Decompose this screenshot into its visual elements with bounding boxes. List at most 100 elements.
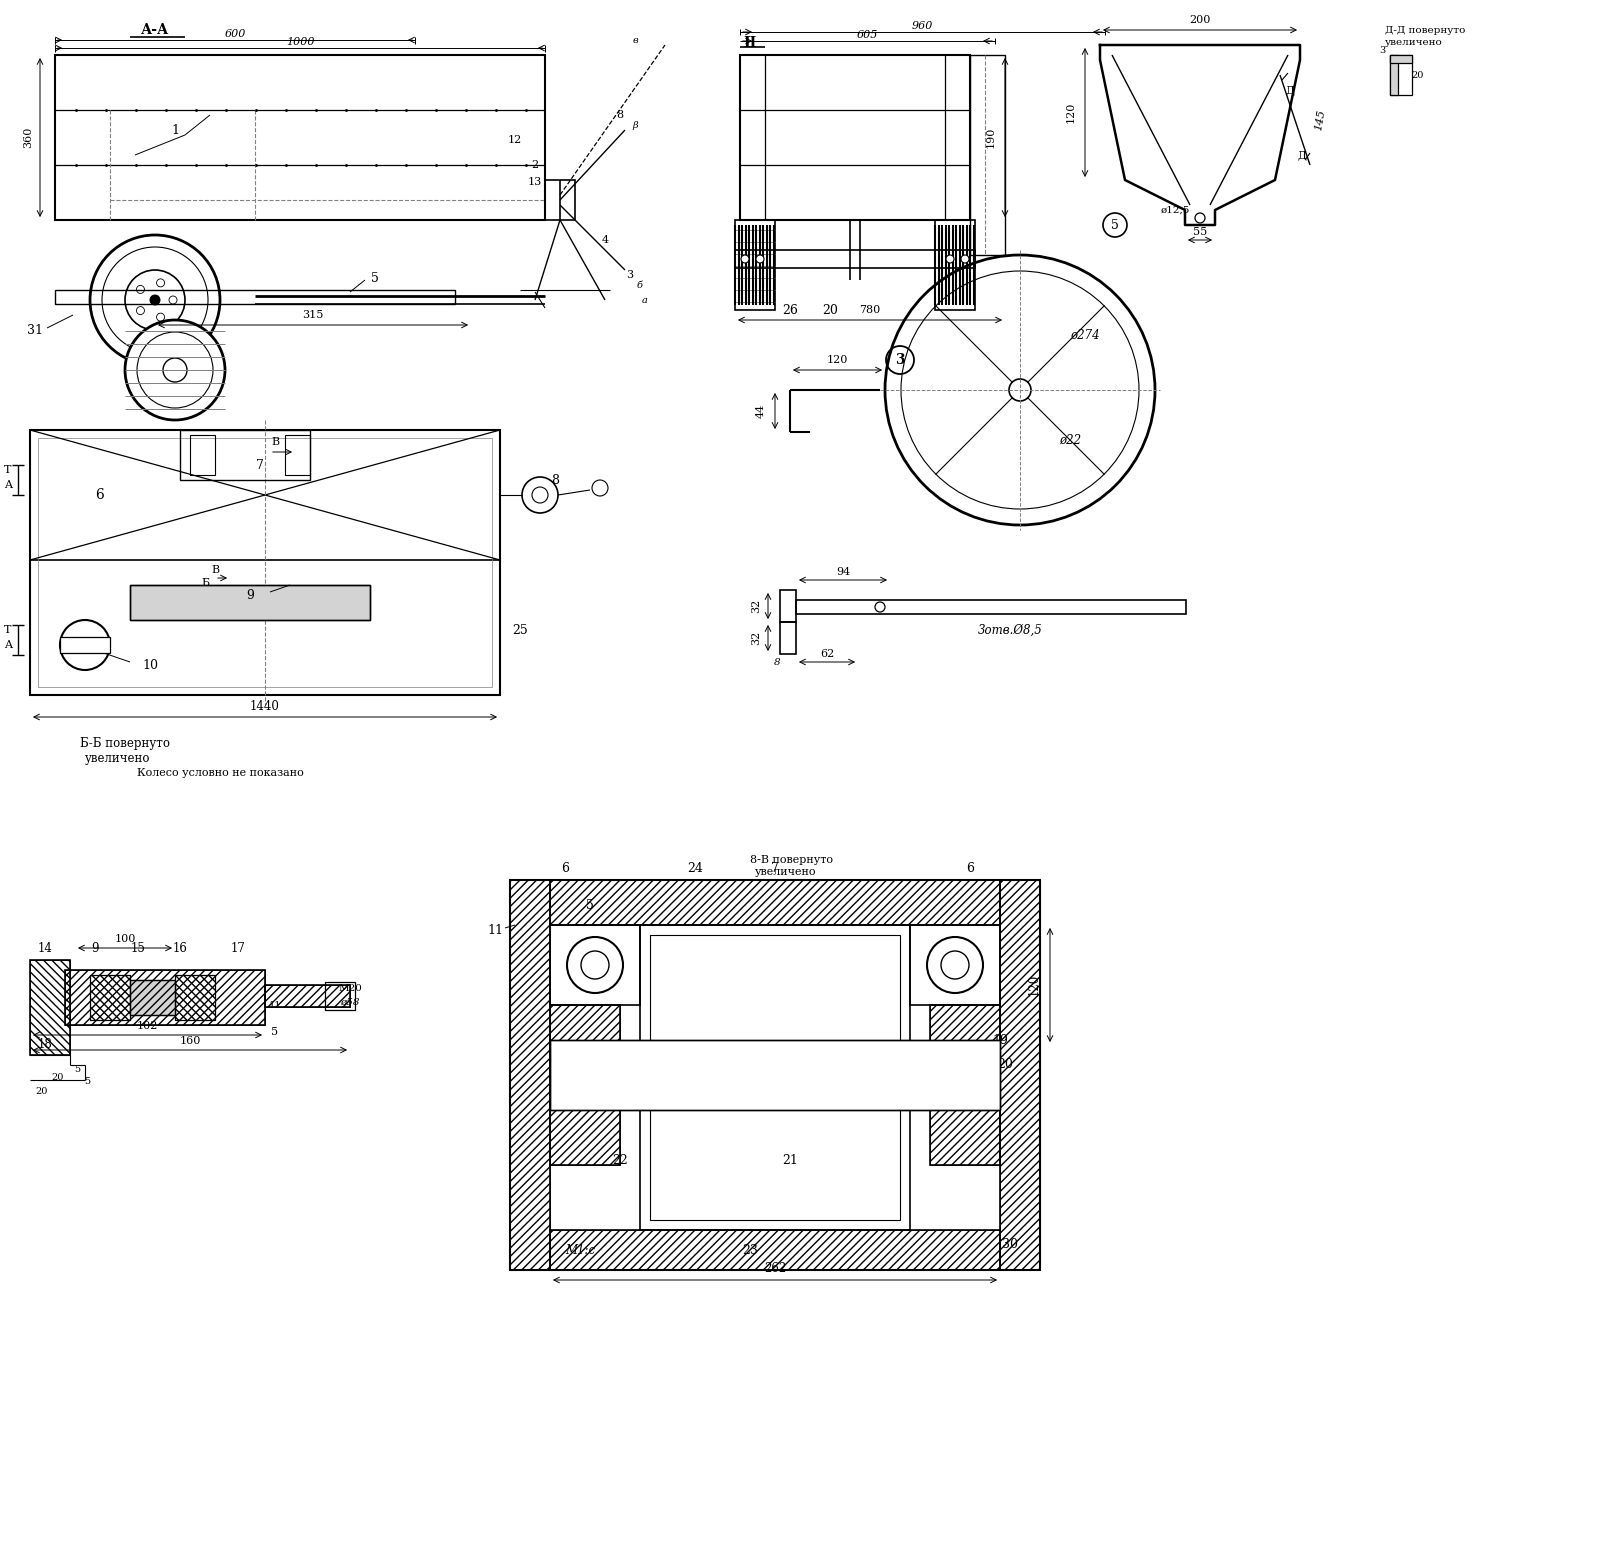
Text: A: A	[3, 640, 11, 650]
Bar	[60, 637, 110, 653]
Text: T: T	[5, 464, 11, 475]
Text: 30: 30	[1002, 1239, 1018, 1251]
Text: 20: 20	[36, 1087, 49, 1097]
Bar	[550, 880, 1000, 925]
Bar	[264, 985, 350, 1006]
Text: 5: 5	[587, 899, 593, 911]
Text: 960: 960	[911, 20, 932, 31]
Text: В: В	[271, 436, 279, 447]
Bar	[640, 925, 909, 1229]
Bar	[511, 880, 550, 1270]
Text: 19: 19	[992, 1033, 1008, 1047]
Text: 1000: 1000	[285, 37, 314, 47]
Text: T: T	[5, 625, 11, 636]
Circle shape	[91, 235, 220, 365]
Text: А-А: А-А	[141, 23, 169, 37]
Text: 120: 120	[827, 355, 848, 365]
Text: 94: 94	[836, 567, 849, 576]
Bar	[545, 181, 575, 220]
Bar	[930, 1084, 1000, 1165]
Bar	[190, 435, 216, 475]
Text: 102: 102	[136, 1020, 159, 1031]
Text: 100: 100	[115, 933, 136, 944]
Text: 7: 7	[772, 862, 780, 874]
Text: 1: 1	[170, 123, 178, 137]
Bar	[550, 1084, 619, 1165]
Text: 31: 31	[28, 324, 44, 337]
Bar	[264, 985, 350, 1006]
Text: 5: 5	[371, 271, 379, 285]
Bar	[550, 880, 1000, 925]
Text: 25: 25	[512, 623, 528, 637]
Bar	[1389, 55, 1397, 95]
Circle shape	[961, 256, 969, 263]
Text: 160: 160	[180, 1036, 201, 1045]
Text: 55: 55	[1193, 227, 1208, 237]
Text: M20: M20	[339, 983, 361, 992]
Bar	[734, 249, 974, 268]
Text: 10: 10	[143, 659, 157, 671]
Bar	[31, 960, 70, 1055]
Circle shape	[151, 294, 160, 305]
Bar	[969, 55, 1005, 256]
Circle shape	[741, 256, 749, 263]
Bar	[930, 1005, 1000, 1084]
Bar	[55, 290, 456, 304]
Text: увеличено: увеличено	[755, 866, 817, 877]
Text: 315: 315	[302, 310, 324, 319]
Text: 5: 5	[75, 1066, 79, 1075]
Text: 44: 44	[755, 404, 767, 418]
Text: Б: Б	[201, 578, 209, 587]
Text: 6: 6	[96, 488, 104, 502]
Bar	[130, 980, 175, 1014]
Text: 32: 32	[751, 631, 760, 645]
Text: 8: 8	[773, 657, 780, 667]
Text: 15: 15	[131, 941, 146, 955]
Text: 8: 8	[551, 474, 559, 486]
Text: увеличено: увеличено	[1384, 37, 1443, 47]
Text: 14: 14	[37, 941, 52, 955]
Text: Б-Б повернуто: Б-Б повернуто	[79, 737, 170, 749]
Text: 20: 20	[1412, 70, 1425, 79]
Text: 3: 3	[895, 354, 905, 368]
Text: 5: 5	[271, 1027, 279, 1038]
Bar	[935, 220, 974, 310]
Bar	[780, 590, 796, 622]
Bar	[175, 975, 216, 1020]
Bar	[31, 430, 499, 695]
Bar	[909, 925, 1000, 1005]
Bar	[91, 975, 130, 1020]
Text: 32: 32	[751, 598, 760, 614]
Text: 22: 22	[613, 1153, 627, 1167]
Bar	[550, 1005, 619, 1084]
Text: 360: 360	[23, 126, 32, 148]
Bar	[550, 1005, 619, 1084]
Text: 9: 9	[246, 589, 254, 601]
Bar	[930, 1005, 1000, 1084]
Text: 16: 16	[172, 941, 188, 955]
Text: 8: 8	[616, 111, 624, 120]
Bar	[65, 971, 264, 1025]
Bar	[511, 880, 1041, 1270]
Text: 21: 21	[781, 1153, 798, 1167]
Text: в: в	[632, 36, 637, 45]
Bar	[650, 935, 900, 1220]
Text: 26: 26	[781, 304, 798, 316]
Polygon shape	[1101, 45, 1300, 224]
Text: 13: 13	[528, 178, 541, 187]
Text: а: а	[642, 296, 648, 304]
Bar	[550, 1084, 619, 1165]
Bar	[130, 584, 370, 620]
Circle shape	[947, 256, 955, 263]
Bar	[550, 1229, 1000, 1270]
Bar	[1000, 880, 1041, 1270]
Text: Д: Д	[1285, 86, 1295, 95]
Circle shape	[875, 601, 885, 612]
Text: б: б	[637, 280, 644, 290]
Bar	[180, 430, 310, 480]
Text: ø12,5: ø12,5	[1161, 206, 1190, 215]
Bar	[734, 220, 775, 310]
Bar	[550, 925, 640, 1005]
Bar	[550, 1229, 1000, 1270]
Text: 1440: 1440	[250, 700, 280, 712]
